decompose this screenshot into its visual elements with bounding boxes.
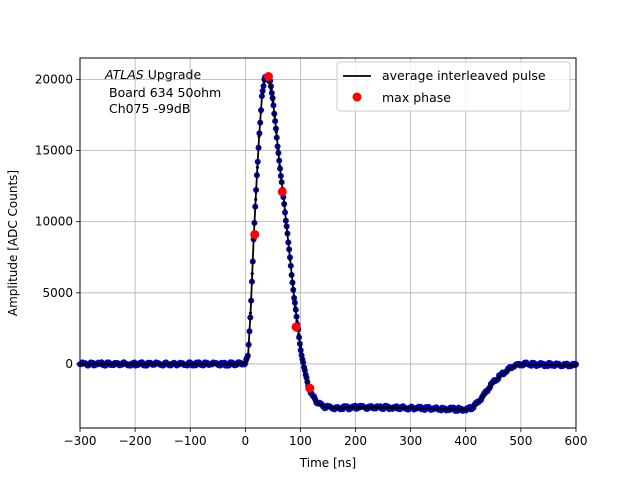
x-tick-label: 200 [344, 434, 367, 448]
plot-area [77, 72, 579, 414]
x-tick-label: −100 [174, 434, 207, 448]
y-tick-label: 5000 [42, 286, 73, 300]
legend: average interleaved pulse max phase [336, 61, 571, 112]
max-phase-marker [277, 187, 287, 197]
y-tick-label: 20000 [35, 72, 73, 86]
annotation-line-3: Ch075 -99dB [109, 101, 190, 116]
annotation-atlas: ATLAS [104, 67, 144, 82]
legend-label-max-phase: max phase [382, 90, 451, 105]
y-tick-label: 0 [65, 357, 73, 371]
max-phase-markers [250, 72, 315, 393]
max-phase-marker [250, 229, 260, 239]
axes-frame [79, 57, 577, 429]
x-tick-label: −200 [119, 434, 152, 448]
x-tick-label: 400 [454, 434, 477, 448]
annotation-upgrade: Upgrade [144, 67, 202, 82]
y-tick-label: 10000 [35, 215, 73, 229]
x-tick-label: 600 [565, 434, 588, 448]
x-tick-label: 0 [242, 434, 250, 448]
annotation: ATLAS Upgrade Board 634 50ohm Ch075 -99d… [104, 67, 221, 116]
legend-box [336, 61, 571, 112]
max-phase-marker [291, 322, 301, 332]
annotation-line-1: ATLAS Upgrade [104, 67, 201, 82]
x-tick-label: 300 [399, 434, 422, 448]
x-tick-label: 100 [289, 434, 312, 448]
legend-label-pulse: average interleaved pulse [382, 68, 546, 83]
x-axis: −300 −200 −100 0 100 200 300 400 500 600 [64, 428, 588, 448]
x-tick-label: 500 [509, 434, 532, 448]
y-axis: 0 5000 10000 15000 20000 [35, 72, 80, 371]
y-axis-label: Amplitude [ADC Counts] [6, 170, 20, 316]
x-tick-label: −300 [64, 434, 97, 448]
annotation-line-2: Board 634 50ohm [109, 85, 221, 100]
average-pulse-line [80, 73, 577, 411]
legend-marker-swatch [352, 92, 362, 102]
x-axis-label: Time [ns] [299, 456, 356, 470]
max-phase-marker [263, 72, 273, 81]
max-phase-marker [305, 383, 315, 393]
y-tick-label: 15000 [35, 144, 73, 158]
